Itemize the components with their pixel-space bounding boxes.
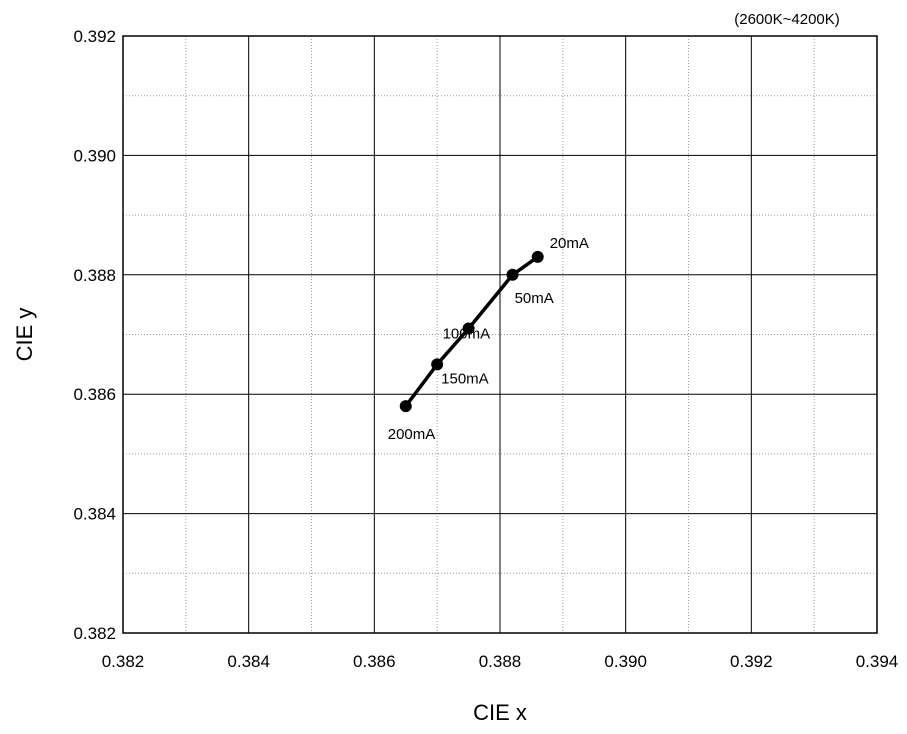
point-label: 50mA [515, 290, 554, 307]
major-grid [123, 36, 877, 633]
point-label: 100mA [443, 326, 491, 343]
data-point [399, 400, 412, 413]
x-tick-label: 0.392 [730, 652, 773, 671]
y-tick-label: 0.388 [73, 266, 116, 285]
y-tick-label: 0.386 [73, 385, 116, 404]
x-tick-labels: 0.382 0.384 0.386 0.388 0.390 0.392 0.394 [102, 652, 899, 671]
x-tick-label: 0.390 [604, 652, 647, 671]
data-point [431, 358, 444, 371]
y-tick-labels: 0.382 0.384 0.386 0.388 0.390 0.392 [73, 27, 116, 643]
y-tick-label: 0.382 [73, 624, 116, 643]
point-label: 150mA [441, 370, 489, 387]
y-axis-title: CIE y [12, 308, 37, 362]
x-tick-label: 0.388 [479, 652, 522, 671]
x-tick-label: 0.382 [102, 652, 145, 671]
y-tick-label: 0.392 [73, 27, 116, 46]
x-axis-title: CIE x [473, 700, 527, 725]
x-tick-label: 0.394 [856, 652, 899, 671]
data-point [531, 250, 544, 263]
y-tick-label: 0.390 [73, 146, 116, 165]
plot-frame [122, 35, 878, 634]
x-tick-label: 0.384 [227, 652, 270, 671]
x-tick-label: 0.386 [353, 652, 396, 671]
data-point [462, 322, 475, 335]
data-point [506, 268, 519, 281]
data-points [399, 250, 544, 413]
cct-range-note: (2600K~4200K) [734, 11, 840, 28]
y-tick-label: 0.384 [73, 505, 116, 524]
minor-grid [123, 36, 877, 633]
point-labels: 20mA 50mA 100mA 150mA 200mA [388, 235, 589, 443]
point-label: 200mA [388, 426, 436, 443]
point-label: 20mA [550, 235, 589, 252]
